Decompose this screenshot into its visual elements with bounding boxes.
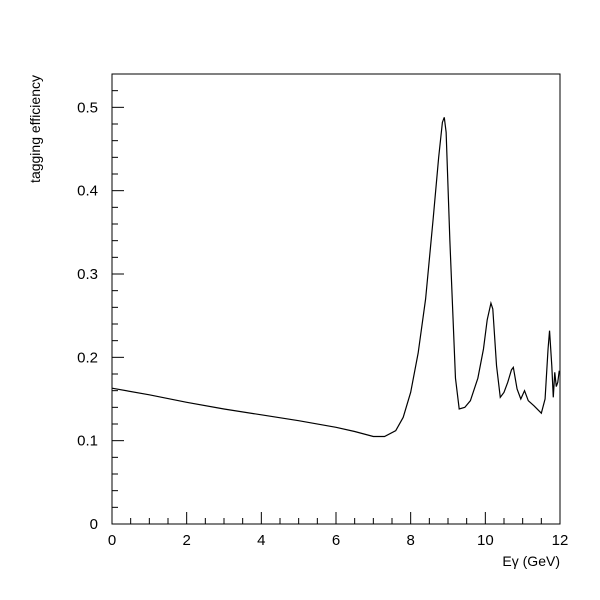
- y-tick-label: 0.2: [77, 349, 98, 366]
- y-axis-title: tagging efficiency: [27, 75, 43, 183]
- y-tick-label: 0.4: [77, 183, 98, 200]
- x-tick-label: 4: [257, 532, 265, 549]
- y-tick-label: 0.1: [77, 433, 98, 450]
- tick-marks: [111, 73, 561, 525]
- y-tick-label: 0.3: [77, 266, 98, 283]
- x-tick-label: 10: [477, 532, 494, 549]
- x-axis-title: Eγ (GeV): [502, 553, 560, 569]
- y-tick-label: 0: [90, 516, 98, 533]
- x-tick-label: 6: [332, 532, 340, 549]
- efficiency-curve: [111, 117, 560, 438]
- x-tick-label: 0: [108, 532, 116, 549]
- plot-frame: [111, 73, 561, 525]
- x-tick-label: 12: [552, 532, 569, 549]
- tick-labels: 0 2 4 6 8 10 12 0 0.1 0.2 0.3 0.4 0.5: [77, 99, 568, 549]
- y-tick-label: 0.5: [77, 99, 98, 116]
- x-tick-label: 2: [182, 532, 190, 549]
- x-tick-label: 8: [406, 532, 414, 549]
